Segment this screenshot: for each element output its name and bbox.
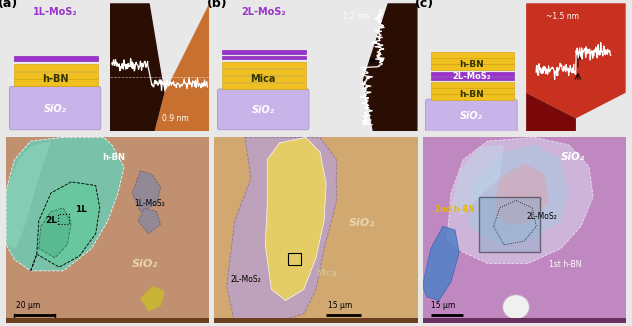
Text: 2L-MoS₂: 2L-MoS₂: [231, 275, 262, 284]
Polygon shape: [6, 137, 124, 271]
Bar: [222, 62, 306, 68]
Text: 2L-MoS₂: 2L-MoS₂: [241, 7, 286, 17]
Text: h-BN: h-BN: [459, 90, 483, 99]
Polygon shape: [140, 286, 165, 312]
Polygon shape: [451, 145, 504, 215]
Polygon shape: [6, 141, 51, 249]
Bar: [6, 318, 209, 323]
Bar: [222, 69, 306, 75]
Text: 20 μm: 20 μm: [16, 301, 40, 310]
Text: 1.2 nm: 1.2 nm: [343, 12, 369, 21]
Polygon shape: [423, 226, 459, 301]
FancyBboxPatch shape: [217, 89, 309, 130]
Bar: [15, 56, 98, 61]
Bar: [430, 52, 514, 58]
Text: 2L: 2L: [45, 215, 57, 225]
Bar: [222, 82, 306, 89]
Polygon shape: [110, 3, 164, 131]
Bar: [15, 72, 98, 79]
FancyBboxPatch shape: [425, 99, 517, 132]
Bar: [222, 55, 306, 59]
Bar: [15, 64, 98, 71]
Bar: [423, 318, 626, 323]
Bar: [430, 72, 514, 76]
FancyBboxPatch shape: [9, 86, 101, 130]
Bar: [214, 318, 418, 323]
Bar: [430, 77, 514, 80]
Text: 15 μm: 15 μm: [431, 301, 455, 310]
Circle shape: [503, 295, 529, 319]
Bar: [430, 58, 514, 64]
Text: Mica: Mica: [250, 74, 276, 83]
Text: 2L-MoS₂: 2L-MoS₂: [526, 212, 557, 221]
Polygon shape: [37, 182, 100, 267]
Polygon shape: [39, 208, 71, 258]
Text: SiO₂: SiO₂: [132, 259, 159, 269]
Text: SiO₂: SiO₂: [348, 218, 375, 228]
Text: 2nd h-BN: 2nd h-BN: [435, 204, 475, 214]
Text: 15 μm: 15 μm: [328, 301, 353, 310]
Text: (a): (a): [0, 0, 18, 10]
Text: SiO₂: SiO₂: [460, 111, 483, 121]
Bar: [430, 64, 514, 70]
Bar: [430, 94, 514, 100]
Polygon shape: [132, 171, 161, 212]
Bar: [222, 76, 306, 82]
Polygon shape: [363, 3, 418, 131]
Polygon shape: [494, 163, 549, 226]
Text: h-BN: h-BN: [459, 60, 483, 69]
Bar: [15, 79, 98, 86]
Polygon shape: [526, 3, 626, 118]
Text: SiO₂: SiO₂: [44, 104, 66, 114]
Text: 0.9 nm: 0.9 nm: [162, 114, 188, 123]
Text: 1L: 1L: [75, 204, 87, 214]
Bar: [222, 50, 306, 54]
Text: (b): (b): [207, 0, 227, 10]
Text: (c): (c): [415, 0, 434, 10]
Polygon shape: [265, 137, 326, 301]
Bar: [288, 253, 301, 265]
Bar: [480, 197, 540, 252]
Text: SiO₂: SiO₂: [252, 105, 275, 115]
Text: 2L-MoS₂: 2L-MoS₂: [452, 72, 490, 81]
Text: Mica: Mica: [316, 269, 337, 278]
Bar: [430, 82, 514, 87]
Bar: [430, 88, 514, 94]
Polygon shape: [227, 137, 336, 323]
Text: 1L-MoS₂: 1L-MoS₂: [134, 199, 165, 208]
Text: ~1.5 nm: ~1.5 nm: [546, 12, 579, 21]
Polygon shape: [155, 3, 209, 131]
Text: h-BN: h-BN: [102, 153, 125, 162]
Polygon shape: [467, 145, 569, 245]
Text: 1st h-BN: 1st h-BN: [549, 260, 581, 269]
Text: SiO₂: SiO₂: [561, 152, 585, 162]
Text: h-BN: h-BN: [42, 74, 68, 84]
Polygon shape: [138, 208, 161, 234]
Text: 1L-MoS₂: 1L-MoS₂: [33, 7, 77, 17]
Polygon shape: [526, 93, 576, 131]
Polygon shape: [447, 137, 593, 263]
Bar: [58, 214, 70, 225]
